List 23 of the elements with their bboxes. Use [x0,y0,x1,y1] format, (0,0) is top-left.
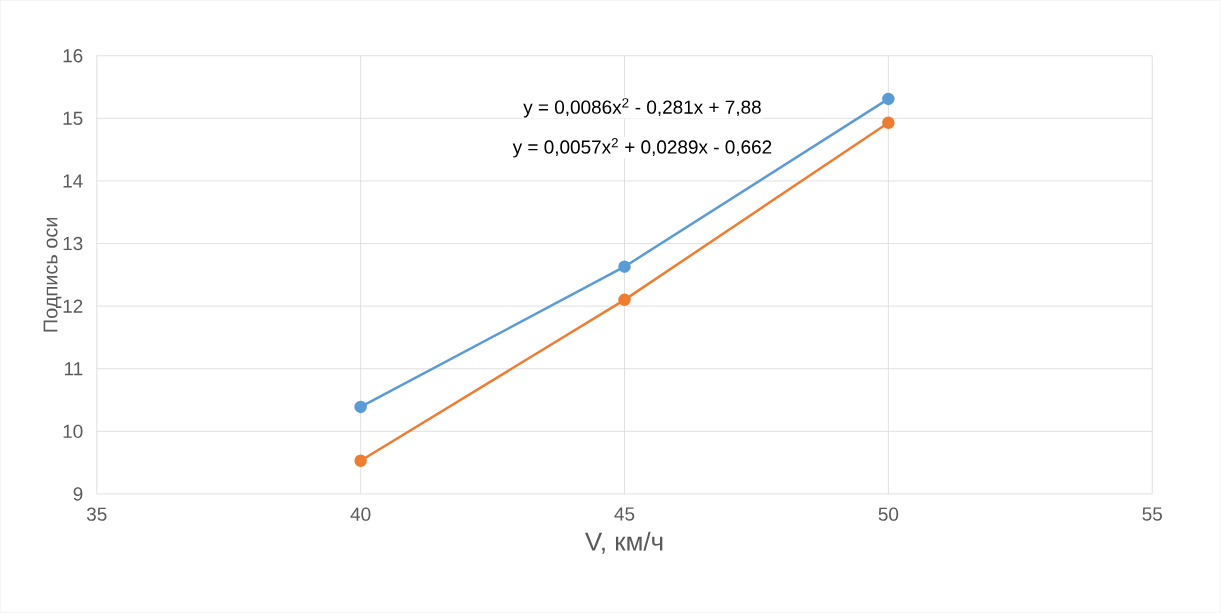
annotation: y = 0,0086x$^{2}$ - 0,281x + 7,88 [523,98,761,118]
point [618,260,631,274]
x-tick-label: 45 [614,507,635,521]
x-tick-label: 35 [86,507,107,522]
point [354,400,367,414]
y-tick-label: 16 [63,49,83,63]
point [618,293,631,307]
point [882,92,895,106]
y-tick-label: 12 [63,299,83,313]
y-tick-label: 15 [63,111,83,126]
y-tick-label: 10 [63,424,83,439]
annotation: y = 0,0057x$^{2}$ + 0,0289x - 0,662 [512,138,772,158]
point [354,454,367,468]
x-tick-label: 50 [878,507,899,522]
y-tick-label: 14 [63,174,83,188]
y-tick-label: 13 [63,236,83,251]
y-tick-label: 9 [73,487,83,501]
x-axis-title: V, км/ч [585,531,663,554]
y-axis-title: Подпись оси [43,218,62,332]
x-tick-label: 55 [1142,507,1162,521]
y-tick-label: 11 [65,362,83,376]
point [882,116,895,130]
x-tick-label: 40 [350,507,371,522]
